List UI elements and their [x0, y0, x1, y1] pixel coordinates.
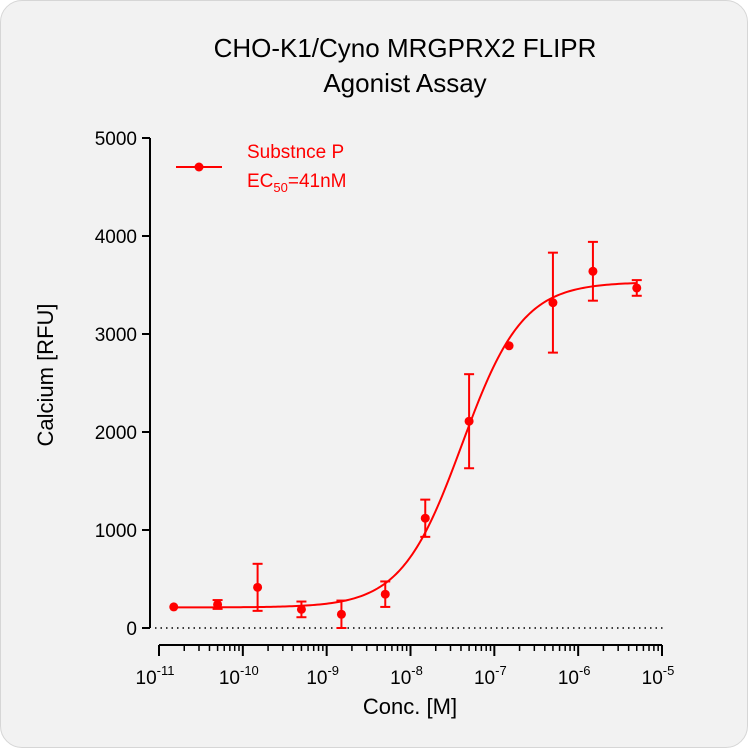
data-point [548, 298, 558, 308]
data-point [253, 582, 263, 592]
legend-dot-marker [194, 162, 204, 172]
x-tick-exponent: -5 [663, 663, 675, 678]
x-tick-exponent: -9 [327, 663, 339, 678]
x-tick-exponent: -7 [495, 663, 507, 678]
fit-curve [173, 282, 637, 609]
chart-title-line-1: CHO-K1/Cyno MRGPRX2 FLIPR [214, 33, 597, 63]
data-point [169, 602, 179, 612]
y-tick-label: 1000 [95, 521, 137, 542]
x-tick-exponent: -10 [240, 663, 259, 678]
x-tick-label: 10-8 [390, 663, 423, 689]
data-point [464, 416, 474, 426]
x-tick-exponent: -11 [157, 663, 175, 678]
legend-ec50-subscript: 50 [273, 180, 287, 195]
y-tick-label: 4000 [95, 227, 137, 248]
x-tick-label: 10-6 [558, 663, 591, 689]
x-tick-exponent: -6 [579, 663, 591, 678]
data-point [380, 589, 390, 599]
y-axis-label: Calcium [RFU] [33, 303, 58, 446]
x-tick-label: 10-9 [306, 663, 339, 689]
legend: Substnce P EC50=41nM [176, 142, 347, 195]
legend-ec50-suffix: =41nM [288, 171, 347, 192]
x-tick-exponent: -8 [411, 663, 423, 678]
y-axis: 0 1000 2000 3000 4000 5000 [95, 129, 151, 640]
data-point [213, 599, 223, 609]
legend-ec50: EC50=41nM [247, 171, 347, 195]
data-points [169, 240, 642, 629]
y-tick-label: 3000 [95, 325, 137, 346]
data-point [420, 513, 430, 523]
legend-label: Substnce P [247, 142, 344, 163]
x-tick-base: 10 [474, 668, 495, 689]
x-tick-label: 10-11 [136, 663, 175, 689]
y-tick-label: 5000 [95, 129, 137, 150]
data-point [504, 341, 514, 351]
x-axis: 10-11 10-10 10-9 10-8 10-7 10-6 10-5 [136, 644, 675, 689]
x-axis-label: Conc. [M] [363, 694, 457, 719]
x-tick-base: 10 [642, 668, 663, 689]
x-tick-base: 10 [136, 668, 157, 689]
chart-title-line-2: Agonist Assay [323, 68, 486, 98]
x-tick-label: 10-5 [642, 663, 675, 689]
y-tick-label: 0 [126, 619, 137, 640]
data-point [632, 283, 642, 293]
x-tick-label: 10-7 [474, 663, 507, 689]
x-tick-base: 10 [558, 668, 579, 689]
x-tick-base: 10 [306, 668, 327, 689]
data-point [588, 266, 598, 276]
x-tick-base: 10 [390, 668, 411, 689]
data-point [296, 604, 306, 614]
y-tick-label: 2000 [95, 423, 137, 444]
data-point [336, 609, 346, 619]
x-tick-label: 10-10 [219, 663, 259, 689]
legend-ec50-prefix: EC [247, 171, 273, 192]
x-tick-base: 10 [219, 668, 240, 689]
